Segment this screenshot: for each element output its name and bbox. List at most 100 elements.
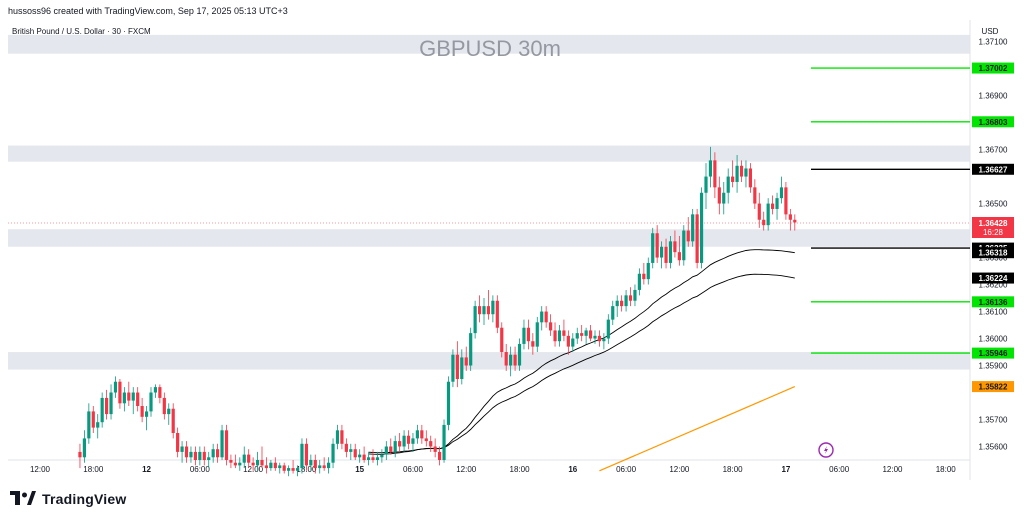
candle-body [788, 214, 792, 220]
candle-body [229, 460, 233, 463]
x-tick-label: 16 [568, 465, 577, 474]
candle-body [344, 443, 348, 452]
candle-body [460, 357, 464, 380]
zone-0 [8, 34, 970, 54]
candle-body [722, 192, 726, 204]
candle-body [406, 435, 411, 444]
candle-body [287, 468, 291, 471]
candle-body [695, 214, 699, 263]
candle-body [602, 338, 606, 342]
candle-body [207, 457, 211, 460]
x-tick-label: 18:00 [510, 465, 531, 474]
candle-body [633, 289, 637, 301]
candle-body [500, 327, 504, 353]
candle-body [682, 230, 686, 261]
candle-body [482, 306, 486, 315]
tradingview-mark-icon [10, 491, 36, 505]
candle-body [180, 446, 184, 452]
countdown-label: 16:28 [983, 228, 1004, 237]
candle-body [473, 306, 477, 334]
candle-body [717, 187, 721, 204]
level-badge-5-box [972, 347, 1014, 359]
time-axis[interactable]: 12:00 18:00 12 06:00 12:00 18:00 15 06:00 12:00 1… [8, 459, 970, 474]
candle-body [779, 187, 784, 199]
candle-body [699, 192, 704, 263]
candle-body [562, 330, 566, 336]
candle-body [211, 449, 215, 458]
candle-body [255, 460, 260, 466]
chart-area[interactable]: GBPUSD 30m British Pound / U.S. Dollar ·… [8, 20, 1016, 480]
candles [78, 146, 797, 477]
y-tick-label: 1.37100 [979, 38, 1008, 47]
candle-body [105, 397, 109, 415]
indicator-badge-1-box [972, 272, 1014, 284]
current-price-box [972, 216, 1014, 238]
level-badge-1-box [972, 116, 1014, 128]
attribution-text: hussoss96 created with TradingView.com, … [8, 6, 288, 16]
candle-body [109, 392, 113, 415]
candle-body [469, 333, 473, 366]
candle-body [615, 300, 619, 307]
candle-body [424, 438, 428, 442]
lightning-icon[interactable] [818, 442, 834, 458]
candle-body [526, 327, 530, 342]
candle-body [651, 233, 655, 263]
candle-body [580, 333, 584, 336]
x-tick-label: 18:00 [83, 465, 104, 474]
candle-body [220, 430, 224, 458]
ma-long-line [599, 386, 796, 472]
candle-body [642, 273, 646, 280]
candle-body [513, 354, 517, 366]
candle-body [251, 462, 255, 466]
current-price-label: 1.36428 [979, 219, 1008, 228]
candle-body [176, 433, 180, 452]
candle-body [331, 443, 335, 463]
candle-body [531, 341, 535, 347]
candle-body [398, 441, 402, 447]
candle-body [748, 168, 752, 188]
candle-body [127, 392, 131, 401]
candle-body [495, 300, 499, 328]
candle-body [153, 387, 158, 393]
candle-body [553, 330, 557, 342]
candle-body [300, 443, 304, 469]
candle-body [189, 451, 193, 458]
candle-body [544, 311, 548, 323]
level-badge-2-label: 1.36627 [979, 165, 1008, 174]
candle-body [87, 411, 91, 439]
candle-body [282, 465, 286, 471]
candle-body [202, 451, 206, 460]
candle-body [686, 230, 690, 242]
candle-body [757, 203, 761, 220]
candle-body [438, 451, 442, 460]
candle-body [216, 449, 220, 458]
candle-body [295, 468, 300, 471]
candle-body [366, 457, 371, 460]
candle-body [131, 392, 135, 401]
level-badge-4-box [972, 296, 1014, 308]
candle-body [677, 252, 681, 261]
level-badge-0-label: 1.37002 [979, 64, 1008, 73]
candle-body [477, 306, 482, 315]
candle-body [522, 327, 526, 344]
candle-body [375, 457, 380, 460]
candle-body [198, 451, 202, 460]
candle-body [446, 381, 451, 425]
ma-fast-line [368, 249, 795, 455]
candle-body [113, 381, 118, 393]
zone-3 [8, 352, 970, 370]
candlestick-chart[interactable]: GBPUSD 30m British Pound / U.S. Dollar ·… [8, 20, 1016, 480]
candle-body [415, 430, 419, 439]
candle-body [491, 300, 495, 315]
x-tick-label: 15 [355, 465, 364, 474]
price-badges: 1.370021.368031.366271.363351.361361.359… [972, 62, 1014, 393]
candle-body [122, 392, 126, 404]
candle-body [549, 322, 553, 331]
tradingview-logo[interactable]: TradingView [10, 491, 126, 507]
candle-body [566, 335, 570, 347]
candle-body [91, 411, 95, 428]
level-badge-1-label: 1.36803 [979, 118, 1008, 127]
candle-body [691, 214, 695, 242]
zone-2 [8, 229, 970, 247]
candle-body [260, 460, 264, 466]
